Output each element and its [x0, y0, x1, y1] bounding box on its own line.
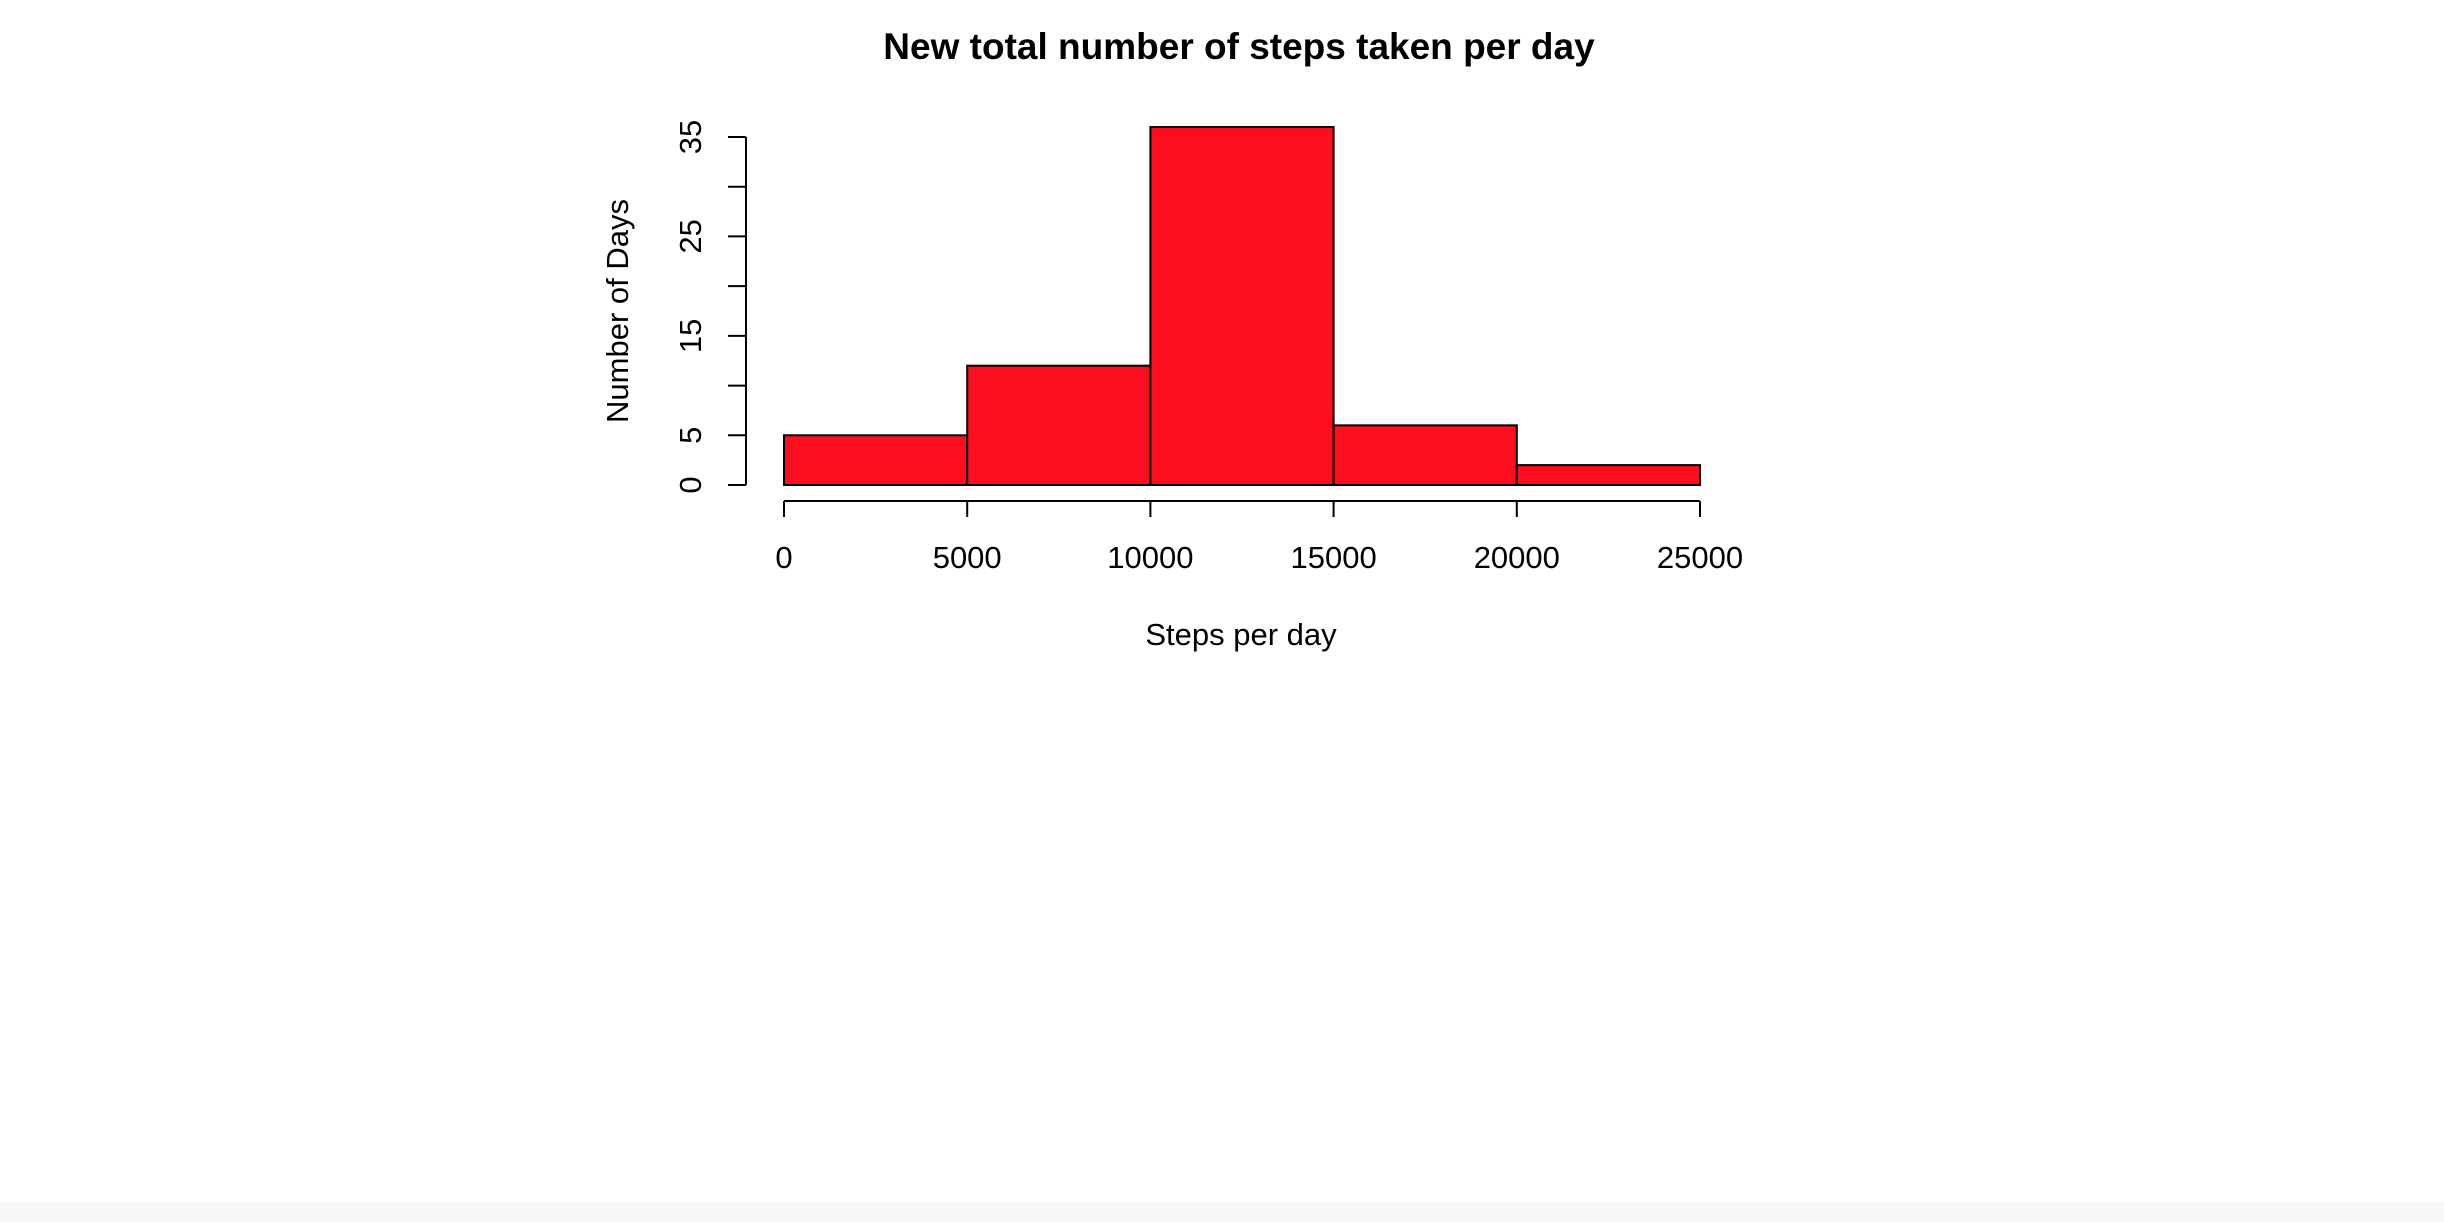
histogram-bar-1 [966, 364, 1152, 486]
y-tick-label: 15 [673, 319, 708, 353]
x-axis-label: Steps per day [1145, 617, 1337, 652]
histogram-bar-2 [1149, 126, 1335, 487]
x-tick-label: 5000 [933, 540, 1002, 575]
y-tick-label: 25 [673, 219, 708, 253]
y-tick-label: 5 [673, 427, 708, 444]
y-axis: 0 5 15 25 35 [673, 120, 747, 494]
histogram-bar-0 [783, 434, 969, 486]
y-axis-label: Number of Days [600, 199, 635, 423]
x-tick-label: 10000 [1107, 540, 1193, 575]
x-axis: 0 5000 10000 15000 20000 25000 [775, 500, 1743, 575]
x-tick-label: 15000 [1290, 540, 1376, 575]
histogram-bar-4 [1515, 464, 1702, 487]
y-tick-label: 0 [673, 476, 708, 493]
bars-group [783, 126, 1702, 487]
footer-band [0, 1202, 2444, 1222]
y-tick-label: 35 [673, 120, 708, 154]
chart-title: New total number of steps taken per day [883, 26, 1595, 67]
x-tick-label: 25000 [1657, 540, 1743, 575]
x-tick-label: 20000 [1474, 540, 1560, 575]
x-tick-label: 0 [775, 540, 792, 575]
histogram-bar-3 [1332, 424, 1518, 487]
